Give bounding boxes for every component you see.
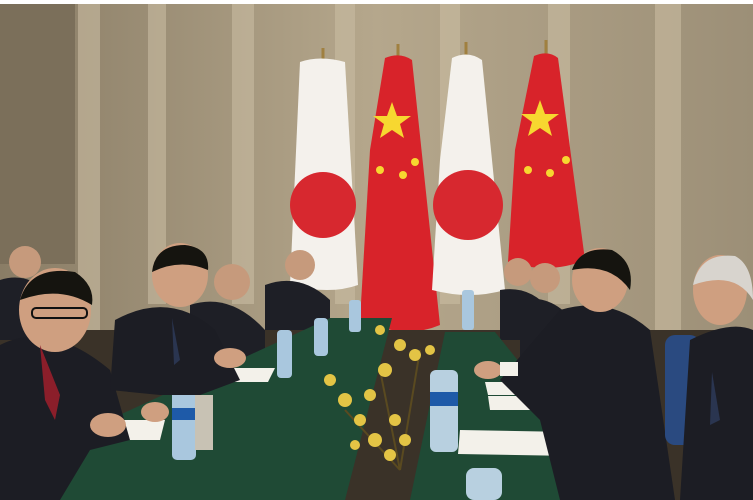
water-bottles (172, 290, 502, 500)
china-flag (508, 40, 585, 269)
flowers (324, 325, 435, 471)
person-wang (680, 255, 753, 500)
person-left-front (0, 268, 169, 500)
china-flag (360, 44, 440, 332)
person-li (474, 248, 675, 500)
wall-shadow (0, 4, 75, 264)
japan-flag (290, 48, 358, 290)
japan-flag (432, 42, 505, 295)
person-abe (110, 243, 246, 395)
